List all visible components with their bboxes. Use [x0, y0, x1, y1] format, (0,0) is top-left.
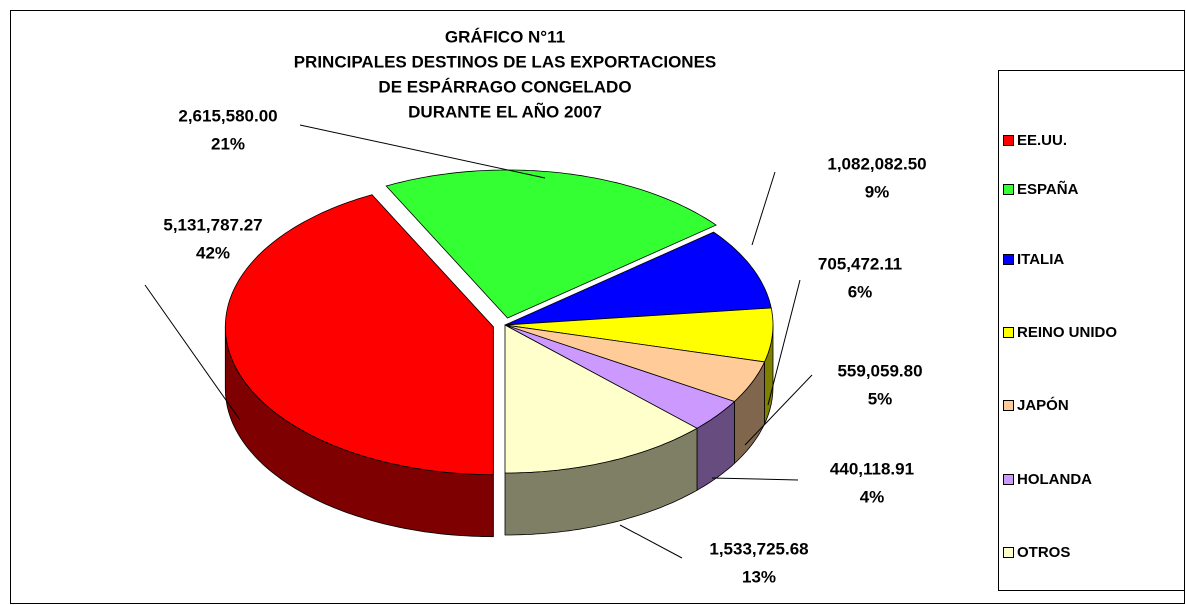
leader-line — [751, 171, 776, 246]
chart-title: DURANTE EL AÑO 2007 — [408, 101, 602, 121]
slice — [504, 324, 698, 474]
slice — [224, 194, 494, 476]
legend-swatch — [1003, 547, 1014, 558]
data-label: 1,082,082.50 — [827, 154, 926, 173]
slice — [504, 324, 766, 402]
leader-line — [767, 279, 801, 406]
percent-label: 4% — [860, 487, 885, 506]
legend-label: EE.UU. — [1017, 132, 1067, 149]
data-label: 2,615,580.00 — [178, 106, 277, 125]
slice — [504, 307, 774, 363]
data-label: 559,059.80 — [837, 361, 922, 380]
leader-line — [619, 524, 683, 559]
legend-label: ESPAÑA — [1017, 180, 1079, 198]
data-label: 440,118.91 — [830, 459, 914, 478]
legend-swatch — [1003, 184, 1014, 195]
legend-swatch — [1003, 327, 1014, 338]
percent-label: 13% — [742, 567, 776, 586]
legend-swatch — [1003, 474, 1014, 485]
slice — [504, 231, 772, 326]
leader-line — [144, 284, 241, 421]
legend-swatch — [1003, 400, 1014, 411]
legend-label: OTROS — [1017, 544, 1070, 561]
percent-label: 5% — [868, 389, 893, 408]
data-label: 1,533,725.68 — [709, 539, 808, 558]
chart-title: PRINCIPALES DESTINOS DE LAS EXPORTACIONE… — [294, 52, 717, 71]
leader-line — [299, 124, 546, 179]
legend-swatch — [1003, 135, 1014, 146]
percent-label: 6% — [848, 282, 873, 301]
chart-title: DE ESPÁRRAGO CONGELADO — [378, 77, 631, 96]
percent-label: 42% — [196, 243, 230, 262]
slice — [385, 169, 717, 319]
data-label: 705,472.11 — [818, 254, 902, 273]
legend-label: JAPÓN — [1017, 396, 1069, 414]
legend-label: ITALIA — [1017, 251, 1064, 268]
legend-label: REINO UNIDO — [1017, 324, 1117, 341]
legend-swatch — [1003, 254, 1014, 265]
data-label: 5,131,787.27 — [163, 215, 262, 234]
legend-box — [998, 70, 1185, 591]
percent-label: 9% — [865, 182, 890, 201]
percent-label: 21% — [211, 134, 245, 153]
slice — [504, 324, 736, 429]
legend-label: HOLANDA — [1017, 471, 1092, 488]
leader-line — [711, 477, 799, 481]
leader-line — [744, 374, 813, 446]
chart-title: GRÁFICO N°11 — [445, 27, 565, 46]
